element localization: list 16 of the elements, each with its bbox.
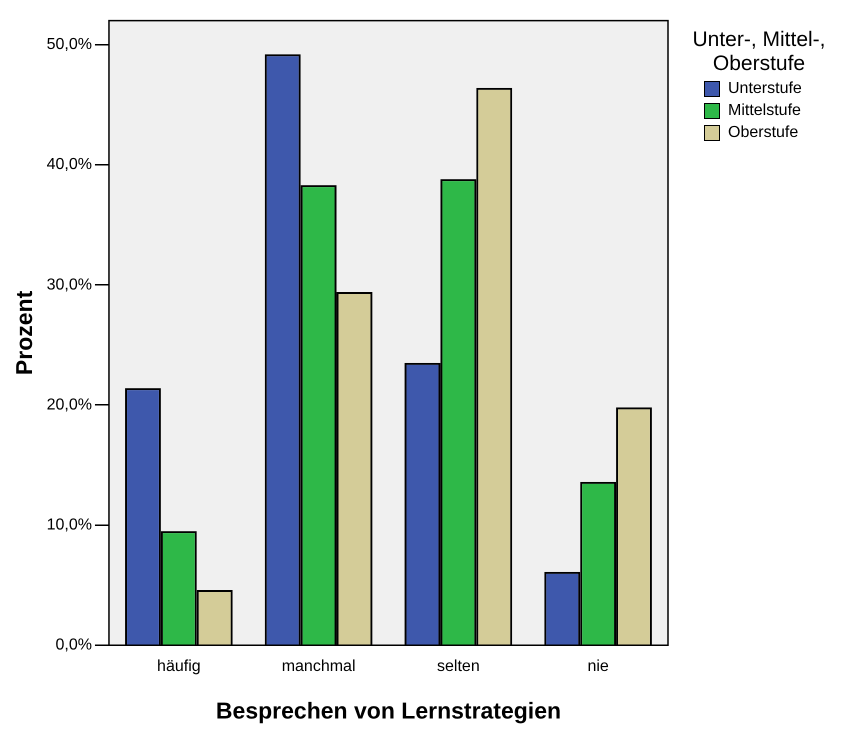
y-axis-title: Prozent	[11, 290, 38, 376]
x-tick-label: nie	[587, 658, 609, 676]
legend-label: Oberstufe	[728, 124, 798, 142]
legend-label: Mittelstufe	[728, 102, 801, 120]
y-tick-label: 20,0%	[46, 396, 92, 414]
y-tick-label: 40,0%	[46, 156, 92, 174]
x-tick-label: manchmal	[282, 658, 356, 676]
x-tick-label: häufig	[157, 658, 201, 676]
y-tick-label: 10,0%	[46, 516, 92, 534]
legend-label: Unterstufe	[728, 80, 802, 98]
y-tick-label: 30,0%	[46, 276, 92, 294]
legend-title: Unter-, Mittel-, Oberstufe	[691, 28, 826, 76]
y-tick-label: 50,0%	[46, 36, 92, 54]
x-axis-title: Besprechen von Lernstrategien	[216, 698, 562, 724]
y-tick-label: 0,0%	[56, 636, 92, 654]
x-tick-label: selten	[437, 658, 480, 676]
